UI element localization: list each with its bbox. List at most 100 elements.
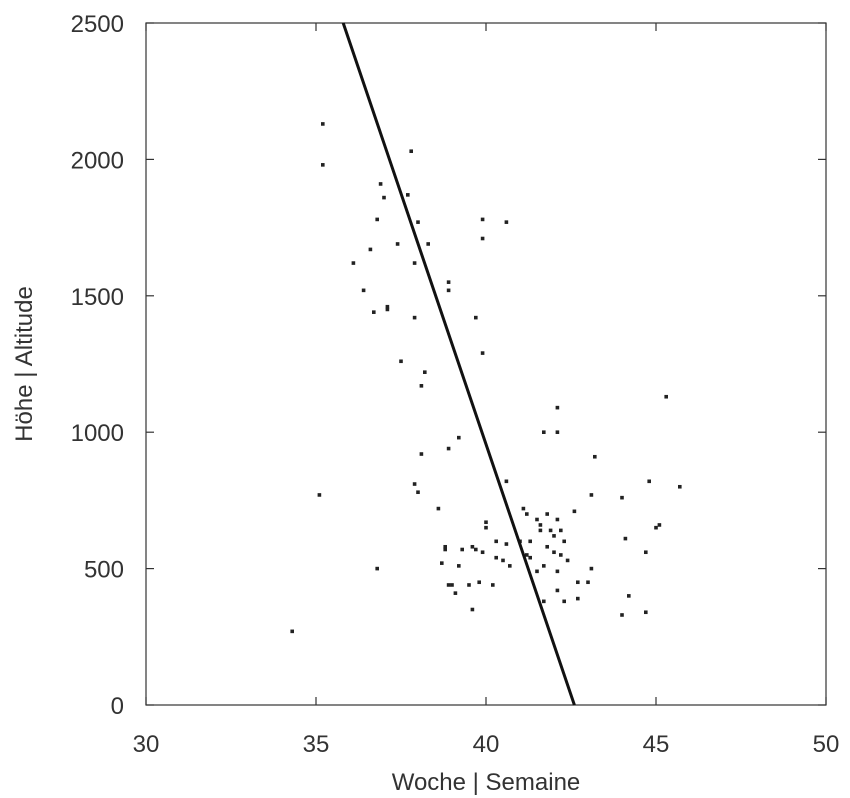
data-point bbox=[480, 351, 485, 355]
data-point bbox=[555, 569, 560, 574]
data-point bbox=[576, 580, 580, 585]
x-axis-title: Woche | Semaine bbox=[392, 769, 581, 796]
data-point bbox=[501, 558, 505, 563]
data-point bbox=[542, 599, 546, 604]
data-point bbox=[576, 596, 580, 601]
data-point bbox=[654, 525, 658, 530]
data-point bbox=[474, 547, 478, 552]
data-point bbox=[426, 242, 430, 246]
data-point bbox=[378, 182, 383, 186]
data-point bbox=[555, 405, 560, 410]
data-point bbox=[443, 544, 447, 549]
data-point bbox=[562, 599, 566, 604]
data-point bbox=[552, 550, 556, 555]
data-point bbox=[538, 523, 543, 527]
data-point bbox=[440, 561, 444, 565]
data-point bbox=[545, 512, 549, 516]
data-points bbox=[290, 122, 682, 634]
data-point bbox=[504, 220, 509, 224]
data-point bbox=[548, 528, 553, 533]
x-tick-labels: 30 35 40 45 50 bbox=[133, 731, 840, 758]
data-point bbox=[412, 261, 417, 265]
data-point bbox=[559, 528, 563, 533]
data-point bbox=[446, 288, 451, 293]
data-point bbox=[494, 539, 498, 544]
data-point bbox=[589, 566, 594, 571]
data-point bbox=[552, 534, 556, 538]
data-point bbox=[484, 520, 488, 525]
data-point bbox=[290, 629, 294, 634]
data-point bbox=[419, 384, 424, 388]
data-point bbox=[395, 242, 400, 246]
data-point bbox=[409, 149, 413, 154]
data-point bbox=[457, 564, 461, 568]
data-point bbox=[521, 506, 526, 511]
data-point bbox=[542, 564, 546, 568]
data-point bbox=[382, 195, 386, 200]
data-point bbox=[542, 430, 546, 434]
data-point bbox=[385, 307, 390, 312]
data-point bbox=[664, 394, 668, 399]
axis-ticks bbox=[145, 22, 827, 706]
x-tick-label: 45 bbox=[643, 731, 670, 758]
y-tick-label: 0 bbox=[111, 693, 124, 720]
data-point bbox=[399, 359, 403, 364]
data-point bbox=[494, 555, 498, 560]
data-point bbox=[450, 583, 454, 587]
data-point bbox=[555, 588, 560, 593]
data-point bbox=[586, 580, 590, 585]
data-point bbox=[555, 517, 560, 522]
y-axis-title: Höhe | Altitude bbox=[11, 286, 38, 442]
data-point bbox=[317, 493, 322, 497]
data-point bbox=[480, 550, 485, 555]
data-point bbox=[375, 217, 379, 222]
data-point bbox=[416, 490, 420, 495]
data-point bbox=[446, 280, 451, 284]
data-point bbox=[443, 547, 447, 552]
y-tick-label: 2000 bbox=[71, 147, 124, 174]
data-point bbox=[368, 247, 373, 252]
data-point bbox=[565, 558, 570, 563]
data-point bbox=[559, 553, 563, 557]
data-point bbox=[480, 236, 485, 241]
data-point bbox=[504, 542, 509, 546]
regression-line bbox=[341, 22, 576, 706]
data-point bbox=[416, 220, 420, 224]
data-point bbox=[491, 583, 495, 587]
data-point bbox=[528, 539, 532, 544]
data-point bbox=[545, 544, 549, 549]
data-point bbox=[423, 370, 427, 374]
data-point bbox=[467, 583, 471, 587]
plot-frame bbox=[145, 22, 827, 706]
x-tick-label: 30 bbox=[133, 731, 160, 758]
data-point bbox=[321, 163, 325, 167]
data-point bbox=[555, 430, 560, 434]
data-point bbox=[504, 479, 509, 484]
data-point bbox=[470, 544, 475, 549]
data-point bbox=[484, 525, 488, 530]
data-point bbox=[525, 512, 529, 516]
data-point bbox=[647, 479, 651, 484]
data-point bbox=[375, 566, 379, 571]
data-point bbox=[419, 452, 424, 456]
data-point bbox=[406, 193, 410, 197]
data-point bbox=[525, 553, 529, 557]
data-point bbox=[446, 446, 451, 451]
data-point bbox=[453, 591, 458, 595]
data-point bbox=[480, 217, 485, 222]
data-point bbox=[627, 594, 631, 598]
data-point bbox=[589, 493, 594, 497]
data-point bbox=[657, 523, 662, 527]
y-tick-label: 2500 bbox=[71, 11, 124, 38]
data-point bbox=[446, 583, 451, 587]
y-tick-label: 1500 bbox=[71, 284, 124, 311]
data-point bbox=[361, 288, 366, 293]
x-tick-label: 40 bbox=[473, 731, 500, 758]
data-point bbox=[593, 454, 597, 459]
data-point bbox=[644, 550, 648, 555]
data-point bbox=[538, 528, 543, 533]
data-point bbox=[436, 506, 441, 511]
data-point bbox=[474, 315, 478, 320]
data-point bbox=[470, 607, 475, 612]
